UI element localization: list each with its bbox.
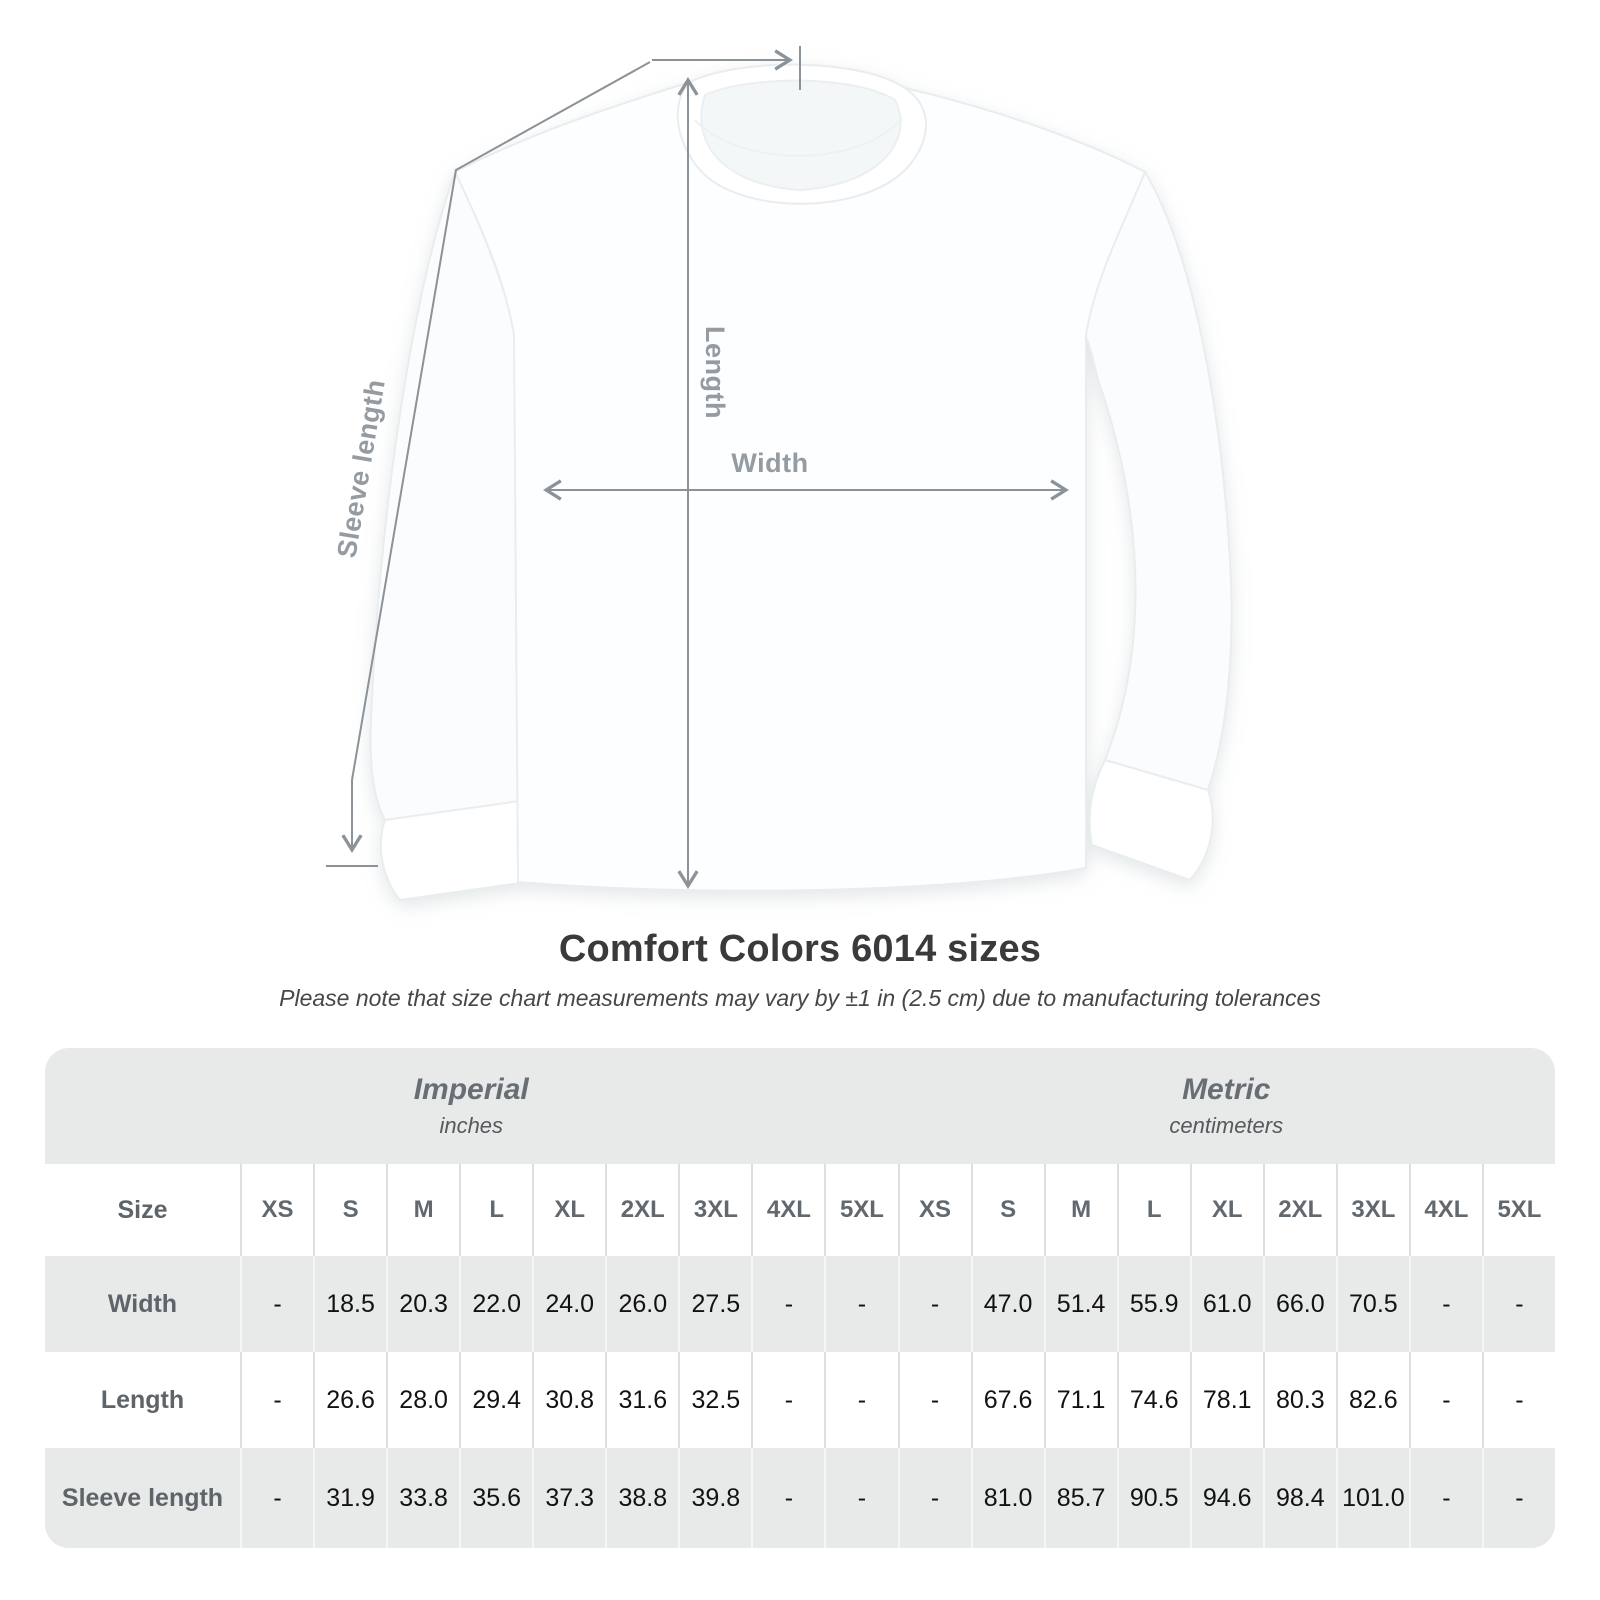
imperial-header-title: Imperial [413,1073,529,1106]
value-cell-imperial: - [751,1352,825,1448]
value-cell-metric: - [1408,1352,1482,1448]
sleeve-length-label: Sleeve length [331,377,390,560]
size-col-header-metric: XL [1189,1164,1263,1256]
value-cell-metric: - [897,1352,971,1448]
value-cell-metric: 67.6 [970,1352,1044,1448]
width-label: Width [731,448,808,478]
measurement-row-label: Length [45,1352,240,1448]
size-row-label: Size [45,1164,240,1256]
size-col-header-imperial: 4XL [751,1164,825,1256]
measurement-lines [326,46,1069,889]
shirt-image [369,63,1233,902]
size-col-header-metric: S [970,1164,1044,1256]
size-col-header-imperial: XS [240,1164,314,1256]
value-cell-imperial: 26.0 [605,1256,679,1352]
size-col-header-metric: 4XL [1408,1164,1482,1256]
value-cell-metric: 78.1 [1189,1352,1263,1448]
value-cell-imperial: - [240,1352,314,1448]
value-cell-imperial: 31.9 [313,1448,387,1548]
value-cell-metric: 55.9 [1116,1256,1190,1352]
size-col-header-metric: XS [897,1164,971,1256]
size-col-header-metric: 5XL [1481,1164,1555,1256]
value-cell-metric: - [1408,1256,1482,1352]
value-cell-imperial: 26.6 [313,1352,387,1448]
value-cell-metric: 98.4 [1262,1448,1336,1548]
size-table-card: Imperial inches Metric centimeters Size X… [45,1048,1555,1548]
value-cell-metric: 61.0 [1189,1256,1263,1352]
value-cell-metric: 82.6 [1335,1352,1409,1448]
value-cell-imperial: 35.6 [459,1448,533,1548]
value-cell-metric: 80.3 [1262,1352,1336,1448]
value-cell-metric: - [1481,1448,1555,1548]
value-cell-metric: 90.5 [1116,1448,1190,1548]
value-cell-metric: 81.0 [970,1448,1044,1548]
value-cell-imperial: 22.0 [459,1256,533,1352]
value-cell-metric: 47.0 [970,1256,1044,1352]
value-cell-metric: - [897,1448,971,1548]
size-col-header-metric: 3XL [1335,1164,1409,1256]
value-cell-imperial: 31.6 [605,1352,679,1448]
value-cell-metric: 101.0 [1335,1448,1409,1548]
value-cell-metric: 51.4 [1043,1256,1117,1352]
page-title: Comfort Colors 6014 sizes [558,928,1042,970]
value-cell-imperial: - [240,1256,314,1352]
size-col-header-metric: L [1116,1164,1190,1256]
value-cell-imperial: 29.4 [459,1352,533,1448]
value-cell-imperial: 18.5 [313,1256,387,1352]
value-cell-imperial: 27.5 [678,1256,752,1352]
shirt-measurement-diagram: Sleeve length Length Width [326,46,1233,902]
imperial-header: Imperial inches [45,1048,898,1164]
value-cell-imperial: - [824,1256,898,1352]
size-table-grid: Imperial inches Metric centimeters Size X… [45,1048,1555,1548]
size-col-header-imperial: S [313,1164,387,1256]
size-col-header-metric: M [1043,1164,1117,1256]
metric-header-title: Metric [1182,1073,1271,1106]
value-cell-metric: 85.7 [1043,1448,1117,1548]
size-col-header-metric: 2XL [1262,1164,1336,1256]
value-cell-metric: 71.1 [1043,1352,1117,1448]
value-cell-metric: - [1481,1352,1555,1448]
value-cell-imperial: 30.8 [532,1352,606,1448]
value-cell-metric: 70.5 [1335,1256,1409,1352]
value-cell-metric: 74.6 [1116,1352,1190,1448]
value-cell-imperial: - [240,1448,314,1548]
size-col-header-imperial: 5XL [824,1164,898,1256]
sleeve-length-line [341,61,651,853]
value-cell-metric: - [1408,1448,1482,1548]
value-cell-metric: - [897,1256,971,1352]
value-cell-imperial: 38.8 [605,1448,679,1548]
measurement-row-label: Sleeve length [45,1448,240,1548]
value-cell-imperial: 28.0 [386,1352,460,1448]
imperial-header-unit: inches [439,1113,504,1138]
value-cell-imperial: - [824,1448,898,1548]
value-cell-metric: 66.0 [1262,1256,1336,1352]
size-col-header-imperial: XL [532,1164,606,1256]
value-cell-imperial: 33.8 [386,1448,460,1548]
tolerance-note: Please note that size chart measurements… [279,985,1321,1011]
metric-header-unit: centimeters [1169,1113,1284,1138]
size-col-header-imperial: L [459,1164,533,1256]
size-col-header-imperial: 2XL [605,1164,679,1256]
value-cell-imperial: 37.3 [532,1448,606,1548]
measurement-row-label: Width [45,1256,240,1352]
size-col-header-imperial: 3XL [678,1164,752,1256]
value-cell-imperial: 20.3 [386,1256,460,1352]
title-block: Comfort Colors 6014 sizes Please note th… [0,928,1600,1012]
value-cell-imperial: - [824,1352,898,1448]
value-cell-metric: - [1481,1256,1555,1352]
value-cell-metric: 94.6 [1189,1448,1263,1548]
value-cell-imperial: 24.0 [532,1256,606,1352]
length-label: Length [700,326,730,419]
size-col-header-imperial: M [386,1164,460,1256]
value-cell-imperial: - [751,1256,825,1352]
value-cell-imperial: 32.5 [678,1352,752,1448]
metric-header: Metric centimeters [898,1048,1556,1164]
value-cell-imperial: - [751,1448,825,1548]
value-cell-imperial: 39.8 [678,1448,752,1548]
